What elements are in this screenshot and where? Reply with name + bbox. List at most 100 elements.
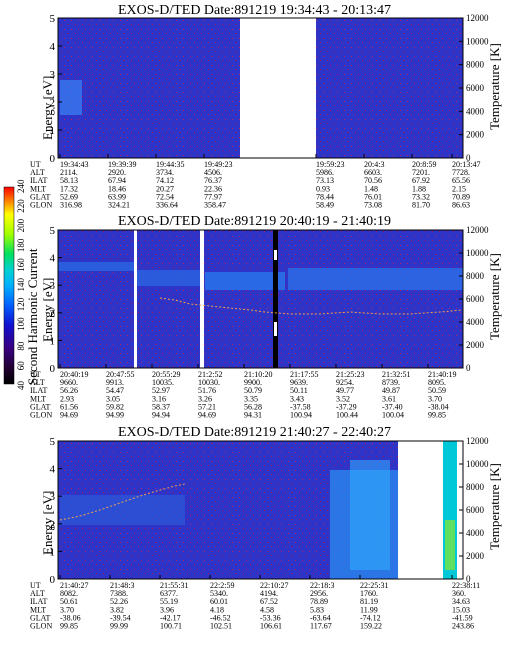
panel-1-eph-value: 18.46 <box>108 184 126 193</box>
colorbar-tick-label: 220 <box>16 199 26 213</box>
panel-3-eph-value: 99.85 <box>60 622 78 631</box>
panel-2-eph-value: -37.29 <box>336 402 357 411</box>
panel-1-eph-value: 19:34:43 <box>60 160 88 169</box>
panel-3-eph-value: 52.26 <box>110 597 128 606</box>
panel-3-eph-value: 60.01 <box>210 597 228 606</box>
panel-1-eph-value: 67.92 <box>412 176 430 185</box>
panel-2-gap-2 <box>200 230 204 368</box>
panel-2-eph-label: GLON <box>30 411 52 420</box>
panel-3-eph-value: 55.19 <box>160 597 178 606</box>
panel-2-y2tick-label: 2000 <box>466 340 485 350</box>
panel-2-band-1 <box>58 262 134 271</box>
panel-1-eph-value: 63.99 <box>108 192 126 201</box>
panel-1-eph-value: 67.94 <box>108 176 126 185</box>
panel-2-eph-value: 57.21 <box>198 402 216 411</box>
panel-3-eph-value: 4.18 <box>210 605 224 614</box>
colorbar-tick-label: 140 <box>16 278 26 292</box>
panel-2-eph-value: 8739. <box>382 378 400 387</box>
panel-1-eph-value: 7728. <box>452 168 470 177</box>
panel-1-eph-value: 336.64 <box>156 201 178 210</box>
panel-3-band-1 <box>60 495 185 525</box>
panel-1-eph-value: 316.98 <box>60 201 82 210</box>
panel-1-eph-value: 74.12 <box>156 176 174 185</box>
panel-2-eph-value: -37.58 <box>290 402 311 411</box>
colorbar-tick-label: 240 <box>16 179 26 193</box>
panel-1-eph-value: 20.27 <box>156 184 174 193</box>
panel-3-eph-value: -42.17 <box>160 613 181 622</box>
panel-1-ytick-label: 3 <box>50 69 56 81</box>
panel-3-y2tick-label: 0 <box>466 574 471 584</box>
panel-2-y2tick-label: 12000 <box>466 225 489 235</box>
panel-1-eph-value: 77.97 <box>204 192 222 201</box>
panel-2-eph-value: 3.35 <box>244 394 258 403</box>
panel-1-y2tick-label: 6000 <box>466 83 485 93</box>
panel-1-y2tick-label: 4000 <box>466 106 485 116</box>
panel-3-eph-value: 22:18:3 <box>310 581 334 590</box>
panel-2-eph-value: 61.56 <box>60 402 78 411</box>
panel-1-ytick-label: 2 <box>50 97 56 109</box>
panel-3-y2tick-label: 4000 <box>466 528 485 538</box>
panel-3-y2ticks: 0 2000 4000 6000 8000 10000 12000 <box>459 436 489 584</box>
panel-3-eph-value: 11.99 <box>360 605 378 614</box>
panel-2-eph-value: 94.69 <box>198 411 216 420</box>
panel-1-eph-label: GLON <box>30 201 52 210</box>
panel-3-ytick-label: 0 <box>50 574 56 586</box>
panel-2-spike-white-1 <box>274 250 277 260</box>
panel-3-eph-label: ILAT <box>30 597 47 606</box>
panel-2-band-4 <box>288 268 463 290</box>
panel-3-eph-label: GLAT <box>30 613 51 622</box>
panel-2-y2tick-label: 6000 <box>466 294 485 304</box>
panel-1-y2tick-label: 8000 <box>466 60 485 70</box>
panel-2-eph-value: -38.04 <box>428 402 449 411</box>
panel-3-eph-value: -41.59 <box>452 613 473 622</box>
panel-2: EXOS-D/TED Date:891219 20:40:19 - 21:40:… <box>30 214 502 420</box>
panel-3-ylabel: Energy [eV] <box>40 491 55 555</box>
panel-3-eph-value: 21:48:3 <box>110 581 134 590</box>
panel-1: EXOS-D/TED Date:891219 19:34:43 - 20:13:… <box>30 3 502 210</box>
panel-2-y2tick-label: 0 <box>466 363 471 373</box>
panel-3-eph-value: 5340. <box>210 589 228 598</box>
panel-1-eph-value: 22.36 <box>204 184 222 193</box>
panel-1-eph-value: 73.13 <box>316 176 334 185</box>
panel-2-speckle <box>58 230 463 368</box>
panel-1-eph-label: ILAT <box>30 176 47 185</box>
panel-2-eph-value: 100.44 <box>336 411 358 420</box>
panel-3-eph-value: -53.36 <box>260 613 281 622</box>
panel-1-eph-value: 0.93 <box>316 184 330 193</box>
panel-1-eph-value: 76.01 <box>364 192 382 201</box>
panel-3-yticks: 0 1 2 3 4 5 <box>50 436 62 586</box>
colorbar-gradient <box>3 186 15 385</box>
panel-2-yticks: 0 1 2 3 4 5 <box>50 225 62 375</box>
panel-3-eph-value: 4.58 <box>260 605 274 614</box>
panel-2-eph-label: ILAT <box>30 386 47 395</box>
panel-2-eph-value: 10030. <box>198 378 220 387</box>
panel-1-eph-label: ALT <box>30 168 45 177</box>
panel-1-ytick-label: 5 <box>50 13 56 25</box>
panel-2-ytick-label: 0 <box>50 363 56 375</box>
panel-2-eph-value: 9900. <box>244 378 262 387</box>
panel-1-y2ticks: 0 2000 4000 6000 8000 10000 12000 <box>459 13 489 163</box>
panel-1-eph-value: 358.47 <box>204 201 226 210</box>
panel-3-eph-value: 102.51 <box>210 622 232 631</box>
panel-1-enhancement <box>60 80 82 115</box>
panel-3-eph-value: -46.52 <box>210 613 231 622</box>
panel-3-y2tick-label: 10000 <box>466 459 489 469</box>
panel-2-y2tick-label: 10000 <box>466 248 489 258</box>
panel-1-eph-value: 19:59:23 <box>316 160 344 169</box>
panel-1-ytick-label: 1 <box>50 125 56 137</box>
panel-2-eph-value: 3.52 <box>336 394 350 403</box>
panel-1-eph-value: 20:13:47 <box>452 160 480 169</box>
panel-3-eph-value: -74.12 <box>360 613 381 622</box>
panel-1-eph-value: 2.15 <box>452 184 466 193</box>
panel-1-eph-value: 73.32 <box>412 192 430 201</box>
panel-2-eph-value: 21:32:51 <box>382 370 410 379</box>
panel-3-temperature-trace <box>59 483 186 521</box>
panel-2-eph-value: 49.87 <box>382 386 400 395</box>
panel-1-eph-label: MLT <box>30 184 46 193</box>
panel-1-ylabel: Energy [eV] <box>40 76 55 140</box>
panel-1-eph-value: 2920. <box>108 168 126 177</box>
panel-1-eph-value: 1.48 <box>364 184 378 193</box>
panel-1-eph-value: 70.89 <box>452 192 470 201</box>
colorbar: 40 60 80 100 120 140 160 180 200 220 240 Second Ha… <box>3 179 40 390</box>
